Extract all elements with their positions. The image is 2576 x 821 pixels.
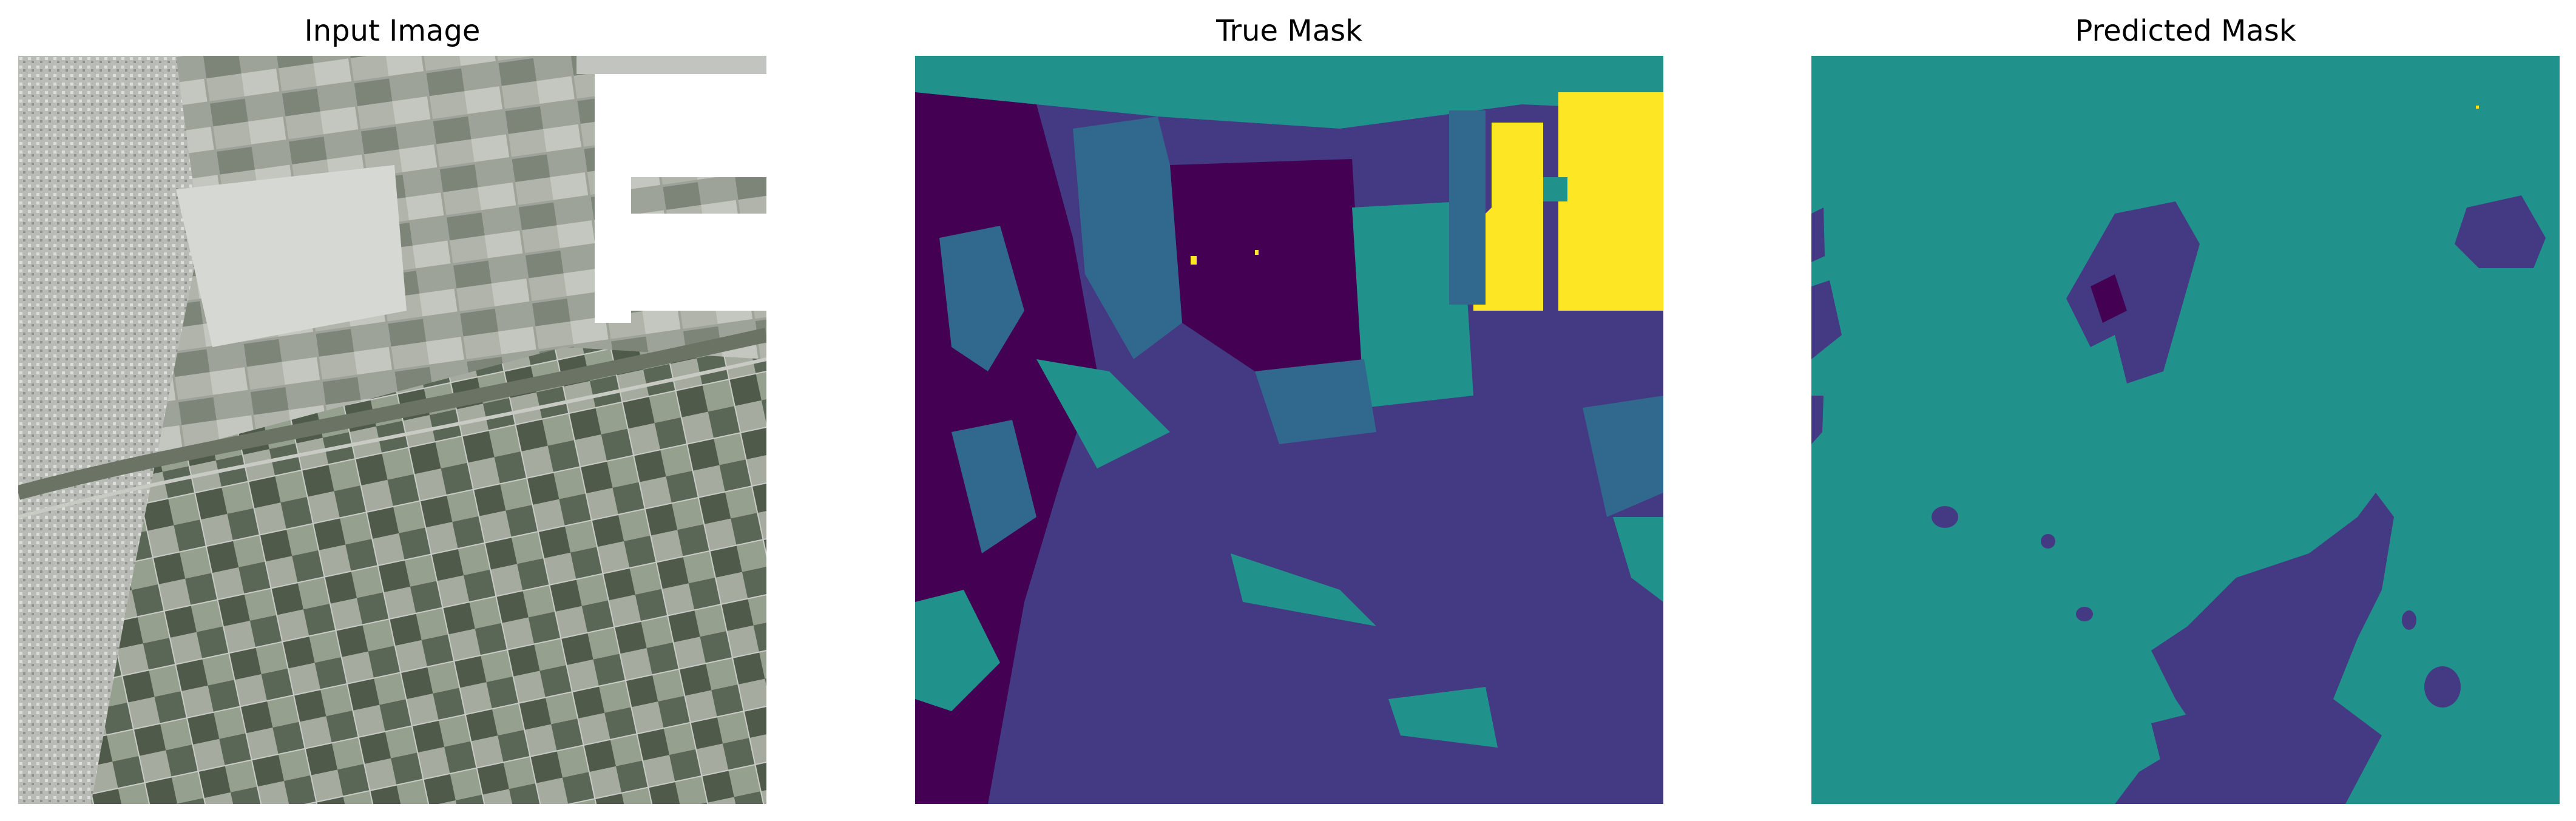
true-mask-svg <box>915 56 1663 804</box>
predicted-mask-panel: Predicted Mask <box>1811 0 2560 821</box>
true-mask-image <box>915 56 1663 804</box>
true-mask-panel: True Mask <box>915 0 1663 821</box>
true-mask-title: True Mask <box>1216 14 1362 48</box>
input-image <box>18 56 766 804</box>
input-image-title: Input Image <box>304 14 481 48</box>
predicted-mask-title: Predicted Mask <box>2075 14 2296 48</box>
input-image-svg <box>18 56 766 804</box>
input-image-panel: Input Image <box>18 0 766 821</box>
predicted-mask-svg <box>1811 56 2560 804</box>
predicted-mask-image <box>1811 56 2560 804</box>
